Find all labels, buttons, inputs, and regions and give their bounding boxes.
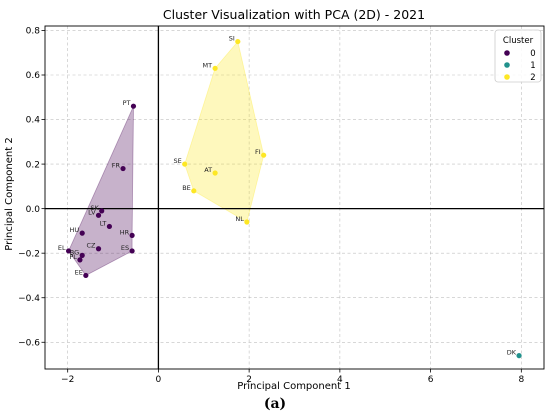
data-point-dk: [516, 353, 522, 359]
data-point-sk: [99, 208, 105, 214]
y-tick-label: 0.0: [26, 205, 41, 215]
point-label-fi: FI: [255, 148, 261, 156]
legend-box: [494, 29, 542, 83]
point-label-hu: HU: [70, 226, 80, 234]
data-point-lv: [95, 212, 102, 218]
legend-label-0: 0: [530, 49, 535, 59]
x-tick-label: 4: [337, 375, 343, 385]
data-point-be: [191, 188, 197, 194]
data-point-pl: [77, 257, 83, 263]
point-label-nl: NL: [235, 215, 244, 223]
reference-lines: [45, 26, 544, 369]
point-label-be: BE: [182, 184, 191, 192]
point-label-at: AT: [204, 166, 212, 174]
point-label-ee: EE: [75, 268, 83, 276]
legend-marker-0: [504, 50, 510, 56]
chart-title: Cluster Visualization with PCA (2D) - 20…: [163, 7, 425, 22]
point-label-pt: PT: [123, 99, 131, 107]
data-point-pt: [130, 103, 137, 109]
legend: Cluster 0 1 2: [494, 29, 542, 83]
data-point-se: [182, 161, 188, 167]
cluster-hulls: [68, 40, 265, 277]
legend-entries: 0 1 2: [504, 49, 536, 83]
x-axis-label: Principal Component 1: [237, 381, 350, 392]
y-tick-label: 0.2: [26, 160, 40, 170]
x-tick-label: 6: [428, 375, 434, 385]
data-points: [65, 38, 522, 359]
point-label-se: SE: [173, 157, 181, 165]
legend-marker-2: [504, 74, 510, 80]
grid: [45, 26, 544, 369]
point-label-lt: LT: [100, 219, 107, 227]
y-tick-label: 0.4: [26, 116, 41, 126]
plot-frame: [44, 25, 545, 370]
data-point-si: [235, 38, 241, 45]
x-tick-label: −2: [61, 375, 74, 385]
point-label-mt: MT: [203, 61, 213, 69]
point-label-es: ES: [121, 244, 129, 252]
point-label-dk: DK: [507, 349, 517, 357]
y-tick-label: −0.6: [18, 338, 40, 348]
y-axis-label: Principal Component 2: [4, 137, 15, 250]
point-label-pl: PL: [69, 253, 77, 261]
y-tick-label: 0.6: [26, 71, 41, 81]
data-point-fr: [120, 165, 126, 172]
data-point-es: [129, 248, 135, 254]
x-tick-label: 2: [246, 375, 252, 385]
point-label-sk: SK: [90, 204, 99, 212]
data-point-mt: [212, 65, 218, 71]
point-label-si: SI: [229, 35, 235, 43]
y-tick-label: 0.8: [26, 27, 41, 37]
legend-title: Cluster: [503, 36, 534, 46]
legend-label-1: 1: [530, 61, 535, 71]
point-label-bg: BG: [70, 248, 79, 256]
data-point-ee: [83, 272, 89, 279]
figure-caption: (a): [263, 396, 287, 412]
point-label-el: EL: [58, 244, 66, 252]
data-point-el: [65, 248, 72, 254]
x-tick-label: 0: [156, 375, 162, 385]
cluster-0-hull: [68, 106, 134, 277]
y-tick-label: −0.2: [18, 249, 40, 259]
data-point-fi: [261, 152, 267, 158]
legend-label-2: 2: [530, 73, 535, 83]
y-tick-label: −0.4: [18, 294, 40, 304]
data-point-hu: [79, 230, 85, 236]
data-point-bg: [79, 252, 85, 259]
data-point-cz: [95, 246, 102, 252]
x-tick-label: 8: [518, 375, 524, 385]
legend-marker-1: [504, 62, 510, 68]
data-point-nl: [244, 219, 250, 225]
point-label-cz: CZ: [87, 242, 97, 250]
x-axis-ticks: −2 0 2 4 6 8: [61, 369, 524, 385]
point-label-lv: LV: [88, 208, 96, 216]
point-label-fr: FR: [112, 162, 121, 170]
point-label-hr: HR: [120, 228, 130, 236]
y-axis-ticks: −0.6 −0.4 −0.2 0.0 0.2 0.4 0.6 0.8: [18, 27, 45, 348]
data-point-lt: [106, 223, 113, 230]
data-point-at: [212, 170, 218, 176]
data-point-hr: [129, 232, 135, 238]
